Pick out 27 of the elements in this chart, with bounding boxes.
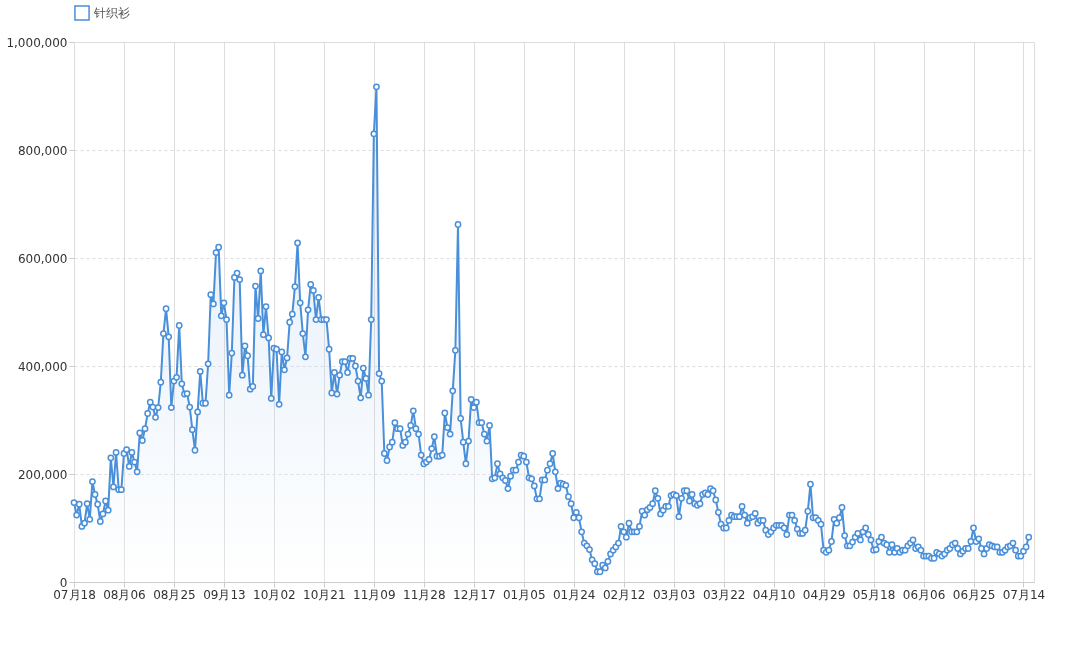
x-tick-label: 05月18 — [852, 587, 896, 602]
legend-label: 针织衫 — [93, 6, 130, 20]
x-tick-label: 04月10 — [752, 587, 796, 602]
x-tick-label: 12月17 — [453, 587, 496, 602]
x-tick-label: 11月09 — [353, 587, 396, 602]
x-tick-label: 10月21 — [303, 587, 346, 602]
x-tick-label: 03月22 — [702, 587, 746, 602]
x-tick-label: 09月13 — [203, 587, 246, 602]
y-tick-label: 0 — [59, 575, 68, 590]
y-tick-label: 400,000 — [17, 359, 68, 374]
x-tick-label: 08月25 — [153, 587, 196, 602]
x-tick-label: 06月06 — [902, 587, 946, 602]
x-tick-label: 10月02 — [253, 587, 296, 602]
x-tick-label: 04月29 — [802, 587, 846, 602]
x-tick-label: 08月06 — [103, 587, 146, 602]
y-tick-label: 1,000,000 — [6, 35, 68, 50]
y-tick-label: 600,000 — [17, 251, 68, 266]
x-tick-label: 01月05 — [502, 587, 546, 602]
x-tick-label: 02月12 — [602, 587, 646, 602]
x-tick-label: 06月25 — [952, 587, 996, 602]
y-tick-label: 800,000 — [17, 143, 68, 158]
x-tick-label: 07月14 — [1002, 587, 1046, 602]
x-tick-label: 01月24 — [552, 587, 596, 602]
y-tick-label: 200,000 — [17, 467, 68, 482]
x-tick-label: 03月03 — [652, 587, 696, 602]
x-tick-label: 07月18 — [53, 587, 96, 602]
x-tick-label: 11月28 — [403, 587, 446, 602]
